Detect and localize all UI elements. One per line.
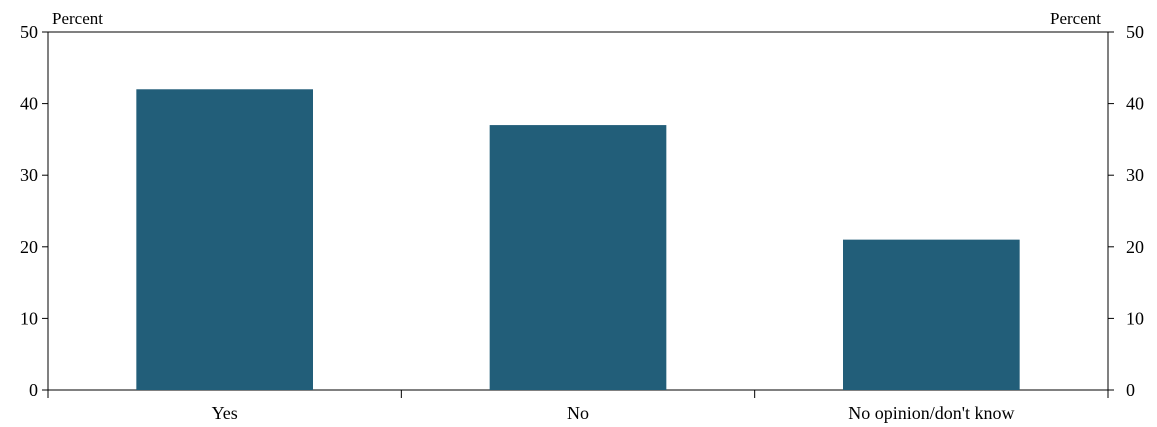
right-y-tick-label: 0 — [1126, 380, 1135, 400]
x-axis: Yes No No opinion/don't know — [47, 390, 1109, 423]
bar-no — [489, 125, 667, 390]
right-y-axis: 0 10 20 30 40 50 — [1108, 22, 1144, 400]
left-y-tick-label: 0 — [29, 380, 38, 400]
left-y-tick-label: 50 — [20, 22, 38, 42]
x-category-label: Yes — [212, 403, 238, 423]
x-category-label: No opinion/don't know — [848, 403, 1014, 423]
right-y-tick-label: 40 — [1126, 94, 1144, 114]
left-y-tick-label: 40 — [20, 94, 38, 114]
left-y-tick-label: 10 — [20, 308, 38, 328]
bar-no-opinion-don-t-know — [843, 239, 1020, 390]
x-category-label: No — [567, 403, 589, 423]
left-y-tick-label: 30 — [20, 165, 38, 185]
right-y-tick-label: 20 — [1126, 237, 1144, 257]
bar-yes — [136, 89, 313, 390]
right-axis-unit-label: Percent — [1050, 9, 1101, 28]
bars-group — [136, 89, 1020, 390]
left-y-axis: 0 10 20 30 40 50 — [20, 22, 48, 400]
right-y-tick-label: 30 — [1126, 165, 1144, 185]
left-axis-unit-label: Percent — [52, 9, 103, 28]
right-y-tick-label: 50 — [1126, 22, 1144, 42]
left-y-tick-label: 20 — [20, 237, 38, 257]
right-y-tick-label: 10 — [1126, 308, 1144, 328]
